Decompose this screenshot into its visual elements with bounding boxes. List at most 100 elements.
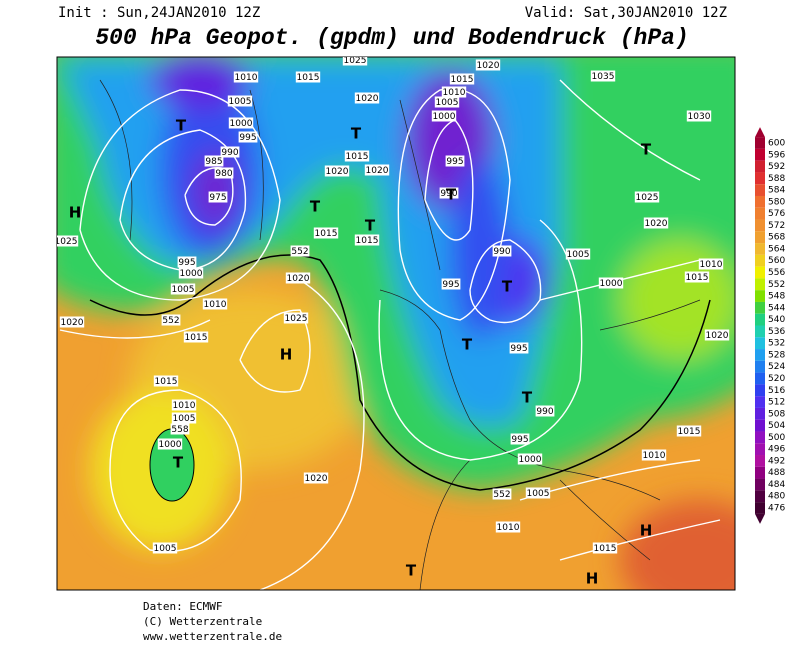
isobar-label: 1015 xyxy=(678,427,701,437)
isobar-label-bg xyxy=(238,131,258,143)
isobar-label-bg xyxy=(565,248,591,260)
isobar-label: 1010 xyxy=(235,73,258,83)
isobar-label-bg xyxy=(153,375,179,387)
pressure-center: T xyxy=(462,336,473,354)
isobar-label: 1000 xyxy=(230,119,253,129)
isobar-label: 1020 xyxy=(366,166,389,176)
isobar-label: 1010 xyxy=(443,88,466,98)
isobar-label: 1010 xyxy=(204,300,227,310)
colorbar-box xyxy=(755,278,765,291)
colorbar-box xyxy=(755,384,765,397)
isobar-label-bg xyxy=(290,245,310,257)
isobar-label: 552 xyxy=(162,316,179,326)
isobar-label: 1015 xyxy=(315,229,338,239)
isobar-label-bg xyxy=(592,542,618,554)
colorbar-label: 480 xyxy=(768,492,785,502)
colorbar-box xyxy=(755,360,765,373)
colorbar-label: 528 xyxy=(768,350,785,360)
colorbar-label: 524 xyxy=(768,362,785,372)
isobar-label-bg xyxy=(590,70,616,82)
isobar-label-bg xyxy=(475,59,501,71)
isobar-label-bg xyxy=(643,217,669,229)
map-field xyxy=(57,57,735,590)
isobar-label-bg xyxy=(434,96,460,108)
colorbar-label: 512 xyxy=(768,398,785,408)
isobar-label-bg xyxy=(283,312,309,324)
isobar-label: 1010 xyxy=(173,401,196,411)
isobar-label: 1005 xyxy=(527,489,550,499)
colorbar-label: 564 xyxy=(768,244,785,254)
colorbar-label: 596 xyxy=(768,150,785,160)
colorbar-label: 488 xyxy=(768,468,785,478)
isobar-label: 1030 xyxy=(688,112,711,122)
isobar-label: 1020 xyxy=(477,61,500,71)
colorbar-label: 588 xyxy=(768,174,785,184)
isobar-label: 1020 xyxy=(326,167,349,177)
valid-time: Valid: Sat,30JAN2010 12Z xyxy=(525,5,727,21)
isobar-label: 985 xyxy=(205,157,222,167)
colorbar-box xyxy=(755,478,765,491)
isobar-label: 1020 xyxy=(287,274,310,284)
isobar-label: 1005 xyxy=(229,97,252,107)
isobar-label-bg xyxy=(676,425,702,437)
isobar-label-bg xyxy=(686,110,712,122)
isobar-label-bg xyxy=(598,277,624,289)
isobar-label-bg xyxy=(342,57,368,66)
pressure-center: H xyxy=(280,346,293,364)
isobar-label: 1035 xyxy=(592,72,615,82)
colorbar-label: 508 xyxy=(768,409,785,419)
isobar-label: 1020 xyxy=(305,474,328,484)
colorbar-label: 496 xyxy=(768,445,785,455)
colorbar-box xyxy=(755,349,765,361)
isobar-label-bg xyxy=(183,331,209,343)
colorbar-label: 600 xyxy=(768,139,785,149)
isobar-label: 1005 xyxy=(173,414,196,424)
isobar-label: 1000 xyxy=(433,112,456,122)
isobar-label: 995 xyxy=(511,435,528,445)
isobar-label: 1015 xyxy=(356,236,379,246)
isobar-label: 1010 xyxy=(497,523,520,533)
colorbar-box xyxy=(755,431,765,444)
isobar-label: 990 xyxy=(221,148,238,158)
colorbar-arrow-bottom xyxy=(755,513,765,524)
isobar-label-bg xyxy=(157,438,183,450)
isobar-label-bg xyxy=(641,449,667,461)
isobar-label: 995 xyxy=(510,344,527,354)
isobar-label-bg xyxy=(171,412,197,424)
pressure-center: T xyxy=(176,117,187,135)
pressure-center: H xyxy=(640,522,653,540)
credit-line: Daten: ECMWF xyxy=(143,600,222,613)
colorbar-label: 504 xyxy=(768,421,785,431)
isobar-label: 1015 xyxy=(155,377,178,387)
isobar-label-bg xyxy=(698,258,724,270)
colorbar-label: 544 xyxy=(768,303,785,313)
isobar-label-bg xyxy=(517,453,543,465)
isobar-label-bg xyxy=(354,234,380,246)
isobar-label: 1020 xyxy=(356,94,379,104)
map-title: 500 hPa Geopot. (gpdm) und Bodendruck (h… xyxy=(95,25,689,51)
isobar-label: 1015 xyxy=(594,544,617,554)
isobar-label-bg xyxy=(171,399,197,411)
isobar-label: 1025 xyxy=(55,237,78,247)
pressure-center: T xyxy=(446,186,457,204)
isobar-label-bg xyxy=(704,329,730,341)
isobar-label: 1005 xyxy=(172,285,195,295)
isobar-label-bg xyxy=(233,71,259,83)
colorbar-box xyxy=(755,443,765,456)
isobar-label: 1000 xyxy=(600,279,623,289)
isobar-label-bg xyxy=(178,267,204,279)
colorbar-box xyxy=(755,337,765,350)
isobar-label-bg xyxy=(59,316,85,328)
colorbar-box xyxy=(755,207,765,220)
colorbar-label: 584 xyxy=(768,186,785,196)
isobar-label: 1025 xyxy=(285,314,308,324)
pressure-center: H xyxy=(69,204,82,222)
pressure-center: T xyxy=(502,278,513,296)
isobar-label-bg xyxy=(285,272,311,284)
isobar-label-bg xyxy=(495,521,521,533)
isobar-label: 1000 xyxy=(519,455,542,465)
isobar-label-bg xyxy=(170,423,190,435)
colorbar-label: 492 xyxy=(768,456,785,466)
isobar-label-bg xyxy=(634,191,660,203)
